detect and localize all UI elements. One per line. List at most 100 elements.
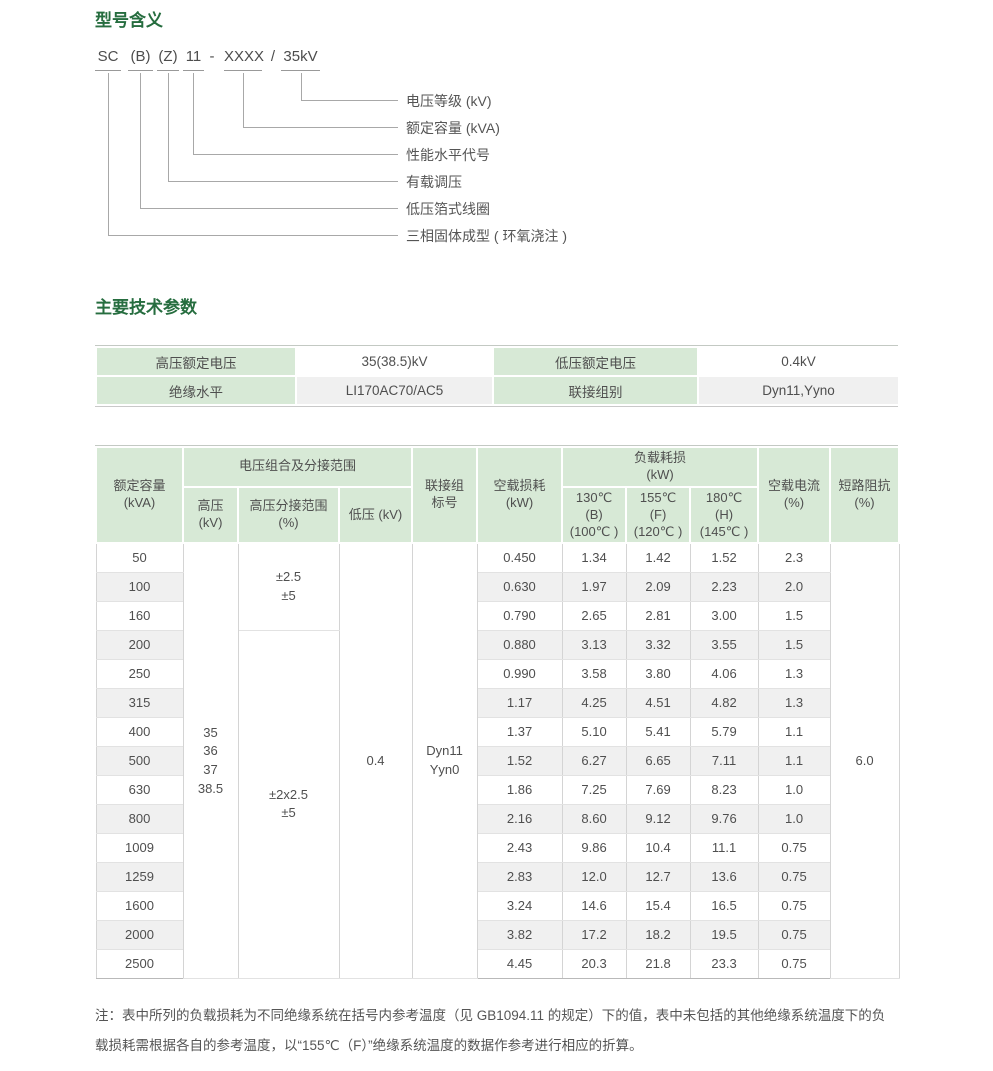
table-row: 200 ±2x2.5 ±5 0.880 3.13 3.32 3.55 1.5 bbox=[95, 629, 899, 979]
cell-no-load-current: 0.75 bbox=[757, 861, 831, 892]
cell-load-loss-155: 5.41 bbox=[625, 716, 691, 747]
cell-load-loss-130: 14.6 bbox=[561, 890, 627, 921]
cell-no-load-loss: 0.990 bbox=[476, 658, 563, 689]
cell-capacity: 2000 bbox=[95, 919, 184, 950]
cell-tap-range-2: ±2x2.5 ±5 bbox=[237, 629, 340, 979]
cell-capacity: 200 bbox=[95, 629, 184, 660]
param-value-vector-group: Dyn11,Yyno bbox=[697, 375, 900, 406]
callout-label: 有载调压 bbox=[406, 174, 462, 190]
col-header-hv-tap-range: 高压分接范围 (%) bbox=[237, 485, 340, 545]
cell-load-loss-180: 1.52 bbox=[689, 542, 759, 573]
col-header-vector-group: 联接组 标号 bbox=[411, 445, 479, 545]
cell-load-loss-155: 10.4 bbox=[625, 832, 691, 863]
cell-no-load-current: 1.1 bbox=[757, 716, 831, 747]
col-header-temp-180: 180℃ (H) (145℃ ) bbox=[689, 485, 760, 545]
table-row: 1600 3.24 14.6 15.4 16.5 0.75 bbox=[95, 890, 899, 921]
cell-no-load-current: 0.75 bbox=[757, 890, 831, 921]
cell-capacity: 1009 bbox=[95, 832, 184, 863]
cell-no-load-loss: 1.52 bbox=[476, 745, 563, 776]
section-title-model-designation: 型号含义 bbox=[95, 11, 163, 30]
callout-label: 低压箔式线圈 bbox=[406, 201, 490, 217]
cell-capacity: 100 bbox=[95, 571, 184, 602]
cell-capacity: 160 bbox=[95, 600, 184, 631]
cell-load-loss-130: 6.27 bbox=[561, 745, 627, 776]
cell-load-loss-180: 9.76 bbox=[689, 803, 759, 834]
param-value-lv-rated-voltage: 0.4kV bbox=[697, 346, 900, 377]
cell-no-load-loss: 2.16 bbox=[476, 803, 563, 834]
cell-no-load-loss: 4.45 bbox=[476, 948, 563, 979]
cell-capacity: 50 bbox=[95, 542, 184, 573]
callout-label: 额定容量 (kVA) bbox=[406, 120, 500, 136]
model-code-segment: (Z) bbox=[157, 47, 179, 71]
basic-params-table: 高压额定电压 35(38.5)kV 低压额定电压 0.4kV 绝缘水平 LI17… bbox=[95, 346, 900, 406]
cell-load-loss-130: 4.25 bbox=[561, 687, 627, 718]
cell-no-load-current: 0.75 bbox=[757, 948, 831, 979]
cell-load-loss-180: 3.55 bbox=[689, 629, 759, 660]
model-code-segment: - bbox=[209, 48, 215, 65]
cell-load-loss-180: 5.79 bbox=[689, 716, 759, 747]
cell-no-load-current: 0.75 bbox=[757, 919, 831, 950]
callout-connector-line bbox=[301, 73, 398, 101]
model-code-segment: 11 bbox=[183, 47, 204, 71]
cell-capacity: 315 bbox=[95, 687, 184, 718]
table-row: 315 1.17 4.25 4.51 4.82 1.3 bbox=[95, 687, 899, 718]
cell-capacity: 250 bbox=[95, 658, 184, 689]
cell-load-loss-180: 2.23 bbox=[689, 571, 759, 602]
cell-load-loss-155: 12.7 bbox=[625, 861, 691, 892]
callout-connector-line bbox=[108, 73, 398, 236]
param-label-lv-rated-voltage: 低压额定电压 bbox=[492, 346, 699, 377]
cell-load-loss-155: 1.42 bbox=[625, 542, 691, 573]
cell-no-load-current: 1.3 bbox=[757, 658, 831, 689]
table-note: 注：表中所列的负载损耗为不同绝缘系统在括号内参考温度（见 GB1094.11 的… bbox=[95, 1007, 886, 1053]
cell-capacity: 2500 bbox=[95, 948, 184, 979]
param-value-hv-rated-voltage: 35(38.5)kV bbox=[295, 346, 494, 377]
cell-load-loss-130: 17.2 bbox=[561, 919, 627, 950]
cell-no-load-current: 2.0 bbox=[757, 571, 831, 602]
cell-no-load-current: 0.75 bbox=[757, 832, 831, 863]
table-row: 500 1.52 6.27 6.65 7.11 1.1 bbox=[95, 745, 899, 776]
col-header-voltage-group: 电压组合及分接范围 bbox=[181, 446, 414, 488]
cell-no-load-current: 1.5 bbox=[757, 600, 831, 631]
col-header-load-loss: 负载耗损 (kW) bbox=[561, 446, 760, 488]
cell-load-loss-155: 3.32 bbox=[625, 629, 691, 660]
cell-load-loss-155: 7.69 bbox=[625, 774, 691, 805]
cell-no-load-loss: 2.83 bbox=[476, 861, 563, 892]
cell-load-loss-155: 4.51 bbox=[625, 687, 691, 718]
cell-no-load-current: 1.1 bbox=[757, 745, 831, 776]
model-code-segment: (B) bbox=[128, 47, 153, 71]
callout-connector-line bbox=[168, 73, 398, 182]
cell-load-loss-155: 15.4 bbox=[625, 890, 691, 921]
cell-load-loss-155: 3.80 bbox=[625, 658, 691, 689]
cell-load-loss-155: 6.65 bbox=[625, 745, 691, 776]
cell-no-load-current: 1.0 bbox=[757, 803, 831, 834]
cell-capacity: 500 bbox=[95, 745, 184, 776]
cell-capacity: 1600 bbox=[95, 890, 184, 921]
cell-no-load-loss: 2.43 bbox=[476, 832, 563, 863]
table-row: 250 0.990 3.58 3.80 4.06 1.3 bbox=[95, 658, 899, 689]
cell-no-load-loss: 0.790 bbox=[476, 600, 563, 631]
col-header-temp-130: 130℃ (B) (100℃ ) bbox=[561, 485, 628, 545]
cell-capacity: 800 bbox=[95, 803, 184, 834]
table-row: 800 2.16 8.60 9.12 9.76 1.0 bbox=[95, 803, 899, 834]
cell-load-loss-130: 9.86 bbox=[561, 832, 627, 863]
callout-label: 性能水平代号 bbox=[406, 147, 490, 163]
cell-no-load-loss: 0.880 bbox=[476, 629, 563, 660]
cell-load-loss-155: 2.81 bbox=[625, 600, 691, 631]
col-header-hv: 高压 (kV) bbox=[182, 485, 239, 545]
model-code-segment: SC bbox=[95, 47, 121, 71]
table-row: 高压额定电压 35(38.5)kV 低压额定电压 0.4kV bbox=[95, 346, 900, 377]
cell-load-loss-130: 5.10 bbox=[561, 716, 627, 747]
cell-load-loss-130: 3.58 bbox=[561, 658, 627, 689]
cell-load-loss-180: 4.82 bbox=[689, 687, 759, 718]
cell-load-loss-180: 7.11 bbox=[689, 745, 759, 776]
callout-label: 电压等级 (kV) bbox=[406, 93, 492, 109]
basic-params-table-wrap: 高压额定电压 35(38.5)kV 低压额定电压 0.4kV 绝缘水平 LI17… bbox=[95, 345, 900, 407]
col-header-impedance: 短路阻抗 (%) bbox=[829, 445, 901, 545]
cell-load-loss-180: 8.23 bbox=[689, 774, 759, 805]
param-label-vector-group: 联接组别 bbox=[492, 375, 699, 406]
cell-capacity: 630 bbox=[95, 774, 184, 805]
cell-load-loss-180: 3.00 bbox=[689, 600, 759, 631]
cell-no-load-loss: 3.24 bbox=[476, 890, 563, 921]
cell-load-loss-130: 3.13 bbox=[561, 629, 627, 660]
param-label-hv-rated-voltage: 高压额定电压 bbox=[95, 346, 297, 377]
